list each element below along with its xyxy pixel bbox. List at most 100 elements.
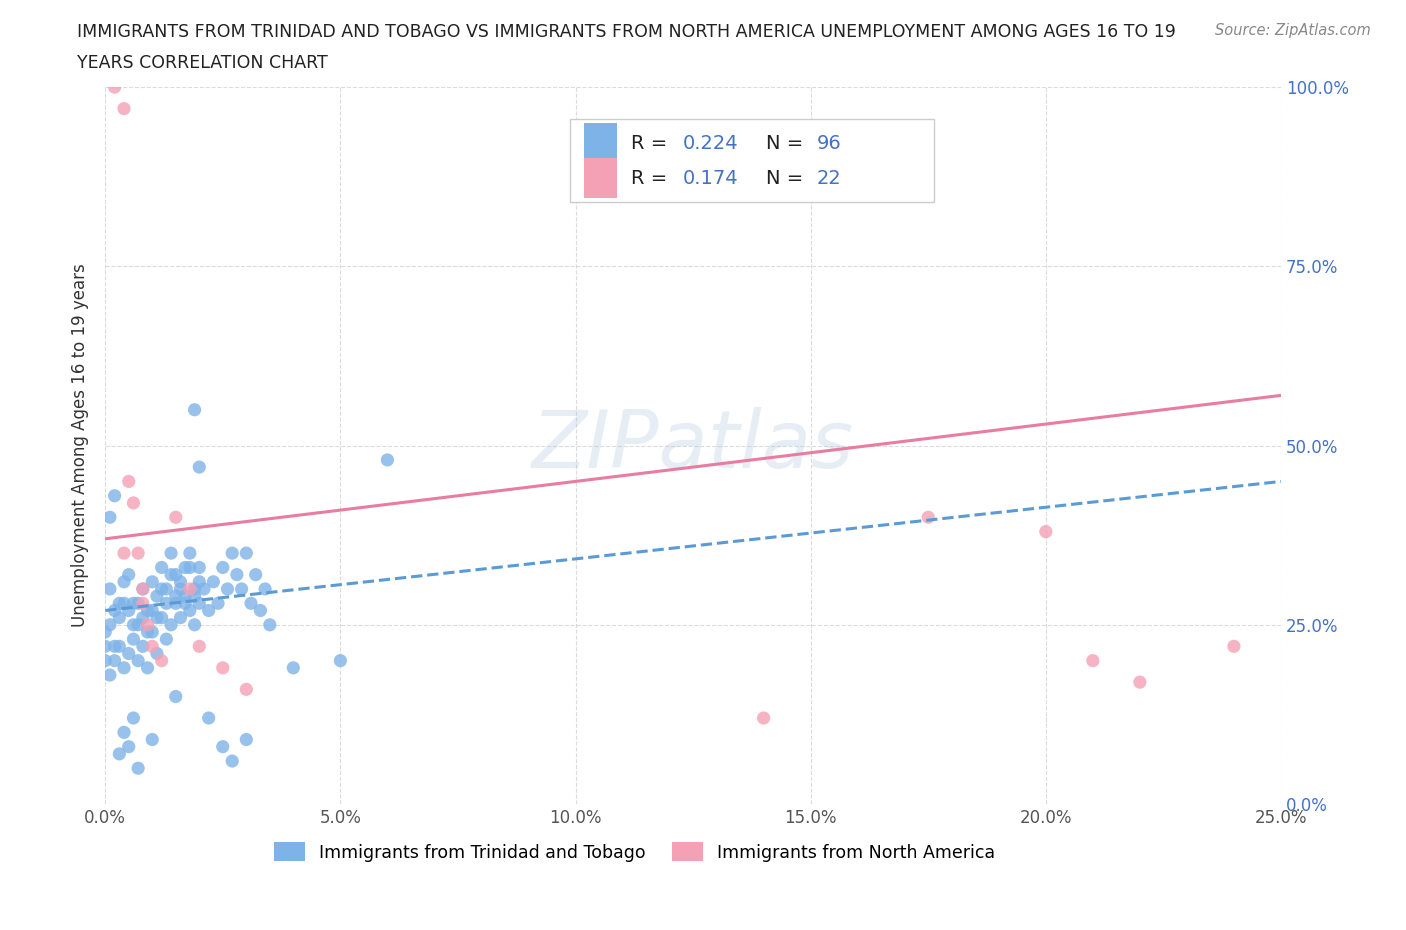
Text: 22: 22 bbox=[817, 168, 841, 188]
Point bbox=[197, 603, 219, 618]
Point bbox=[179, 603, 201, 618]
Point bbox=[169, 575, 191, 590]
Point bbox=[141, 625, 163, 640]
Point bbox=[1081, 653, 1104, 668]
Point bbox=[94, 653, 117, 668]
Point bbox=[188, 560, 211, 575]
Point bbox=[104, 653, 127, 668]
Point bbox=[165, 589, 187, 604]
Point bbox=[118, 603, 141, 618]
Point bbox=[141, 603, 163, 618]
Text: IMMIGRANTS FROM TRINIDAD AND TOBAGO VS IMMIGRANTS FROM NORTH AMERICA UNEMPLOYMEN: IMMIGRANTS FROM TRINIDAD AND TOBAGO VS I… bbox=[77, 23, 1177, 41]
Point bbox=[160, 618, 183, 632]
Point bbox=[752, 711, 775, 725]
Point bbox=[174, 596, 197, 611]
Point bbox=[104, 603, 127, 618]
Point bbox=[240, 596, 263, 611]
Text: N =: N = bbox=[766, 168, 810, 188]
Point bbox=[225, 567, 247, 582]
Point bbox=[329, 653, 352, 668]
Point bbox=[132, 581, 155, 596]
Point bbox=[160, 567, 183, 582]
Point bbox=[122, 711, 145, 725]
Point bbox=[141, 575, 163, 590]
Point bbox=[231, 581, 253, 596]
Point bbox=[150, 560, 173, 575]
Point bbox=[112, 660, 135, 675]
Point bbox=[169, 610, 191, 625]
Point bbox=[136, 603, 159, 618]
Point bbox=[202, 575, 225, 590]
Point bbox=[94, 625, 117, 640]
Point bbox=[254, 581, 277, 596]
Point bbox=[165, 689, 187, 704]
Point bbox=[141, 639, 163, 654]
Point bbox=[917, 510, 939, 525]
Point bbox=[104, 488, 127, 503]
Point bbox=[108, 747, 131, 762]
Point bbox=[150, 581, 173, 596]
Point bbox=[112, 724, 135, 739]
Point bbox=[146, 646, 169, 661]
Point bbox=[249, 603, 271, 618]
Point bbox=[122, 631, 145, 646]
Point bbox=[127, 596, 149, 611]
Point bbox=[112, 596, 135, 611]
Y-axis label: Unemployment Among Ages 16 to 19 years: Unemployment Among Ages 16 to 19 years bbox=[72, 264, 89, 628]
Point bbox=[98, 581, 121, 596]
Point bbox=[98, 668, 121, 683]
Point bbox=[183, 618, 205, 632]
Point bbox=[165, 510, 187, 525]
Point bbox=[211, 739, 233, 754]
Point bbox=[108, 639, 131, 654]
Point bbox=[118, 739, 141, 754]
Point bbox=[150, 610, 173, 625]
Point bbox=[155, 581, 177, 596]
Text: 96: 96 bbox=[817, 134, 841, 153]
Point bbox=[235, 546, 257, 561]
Point bbox=[1129, 675, 1152, 690]
Point bbox=[122, 596, 145, 611]
Point bbox=[136, 618, 159, 632]
Point bbox=[98, 510, 121, 525]
Point bbox=[377, 453, 399, 468]
Point bbox=[132, 639, 155, 654]
Text: 0.224: 0.224 bbox=[682, 134, 738, 153]
Text: ZIPatlas: ZIPatlas bbox=[531, 406, 855, 485]
Point bbox=[127, 546, 149, 561]
Point bbox=[141, 732, 163, 747]
Point bbox=[188, 639, 211, 654]
Point bbox=[188, 459, 211, 474]
Point bbox=[94, 639, 117, 654]
Bar bbox=[583, 158, 617, 198]
Point bbox=[283, 660, 305, 675]
Point bbox=[146, 589, 169, 604]
Point bbox=[217, 581, 239, 596]
Point bbox=[183, 589, 205, 604]
Point bbox=[122, 496, 145, 511]
Point bbox=[179, 546, 201, 561]
Point bbox=[112, 575, 135, 590]
Point bbox=[207, 596, 229, 611]
Point bbox=[259, 618, 281, 632]
Bar bbox=[569, 119, 934, 202]
Point bbox=[197, 711, 219, 725]
Point bbox=[132, 581, 155, 596]
Point bbox=[235, 682, 257, 697]
Point bbox=[193, 581, 215, 596]
Legend: Immigrants from Trinidad and Tobago, Immigrants from North America: Immigrants from Trinidad and Tobago, Imm… bbox=[267, 835, 1002, 869]
Point bbox=[146, 610, 169, 625]
Point bbox=[104, 80, 127, 95]
Point bbox=[245, 567, 267, 582]
Text: YEARS CORRELATION CHART: YEARS CORRELATION CHART bbox=[77, 54, 328, 72]
Point bbox=[127, 761, 149, 776]
Point bbox=[132, 596, 155, 611]
Point bbox=[160, 546, 183, 561]
Point bbox=[174, 560, 197, 575]
Point bbox=[122, 618, 145, 632]
Point bbox=[169, 581, 191, 596]
Point bbox=[1035, 525, 1057, 539]
Point bbox=[104, 639, 127, 654]
Text: N =: N = bbox=[766, 134, 810, 153]
Point bbox=[211, 560, 233, 575]
